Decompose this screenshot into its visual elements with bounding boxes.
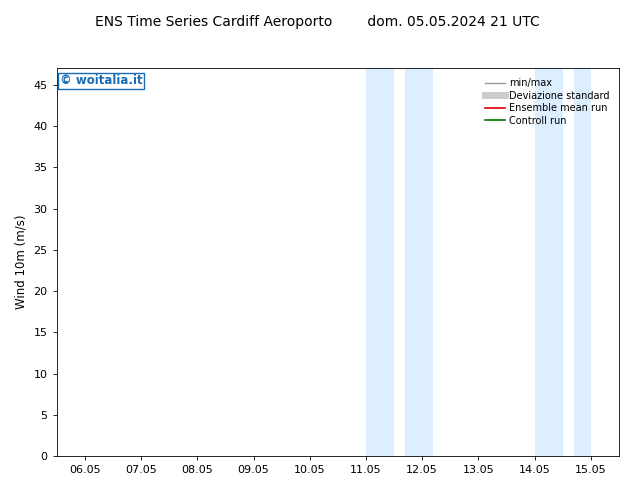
Bar xyxy=(574,69,591,456)
Legend: min/max, Deviazione standard, Ensemble mean run, Controll run: min/max, Deviazione standard, Ensemble m… xyxy=(481,74,614,130)
Bar xyxy=(534,69,563,456)
Bar xyxy=(366,69,394,456)
Bar xyxy=(405,69,434,456)
Text: © woitalia.it: © woitalia.it xyxy=(60,74,142,87)
Text: ENS Time Series Cardiff Aeroporto        dom. 05.05.2024 21 UTC: ENS Time Series Cardiff Aeroporto dom. 0… xyxy=(94,15,540,29)
Bar xyxy=(619,69,634,456)
Y-axis label: Wind 10m (m/s): Wind 10m (m/s) xyxy=(15,215,28,310)
